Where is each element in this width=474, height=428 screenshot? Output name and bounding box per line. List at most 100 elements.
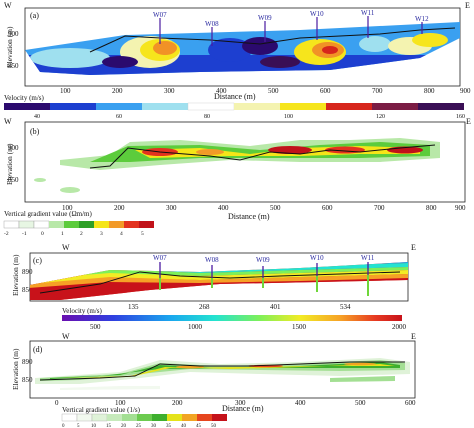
svg-text:400: 400	[295, 399, 306, 407]
panel-c-xticks: 135 268 401 534	[128, 303, 351, 311]
svg-text:300: 300	[166, 204, 177, 212]
panel-d-colorbar-label: Vertical gradient value (1/s)	[62, 406, 141, 414]
svg-text:5: 5	[77, 424, 80, 428]
panel-c-colorbar-label: Velocity (m/s)	[62, 307, 103, 315]
panel-b-colorbar-label: Vertical gradient value (Ωm/m)	[4, 210, 92, 218]
panel-c-well-w10: W10	[310, 254, 324, 262]
panel-d-surface-line	[39, 361, 405, 381]
svg-text:600: 600	[322, 204, 333, 212]
svg-text:401: 401	[270, 303, 281, 311]
svg-text:600: 600	[320, 87, 331, 95]
panel-d-colorbar	[61, 413, 227, 422]
svg-text:800: 800	[424, 87, 435, 95]
panel-c-colorbar-ticks: 500 1000 1500 2000	[90, 323, 407, 331]
svg-text:900: 900	[455, 204, 466, 212]
svg-text:4: 4	[120, 231, 123, 237]
svg-text:80: 80	[204, 114, 210, 120]
svg-text:100: 100	[284, 114, 293, 120]
svg-text:500: 500	[355, 399, 366, 407]
panel-a-ytick-900: 900	[8, 30, 19, 38]
panel-a-well-w10: W10	[310, 10, 324, 18]
panel-d: (d) W E Elevation (m) 890 850 0 100 200 …	[11, 332, 416, 428]
panel-a-ytick-850: 850	[8, 62, 19, 70]
panel-a-wells: W07 W08 W09 W10 W11 W12	[153, 9, 429, 46]
panel-a: (a) W E Elevation (m) 900 850	[4, 1, 471, 120]
svg-text:5: 5	[141, 231, 144, 237]
svg-text:268: 268	[199, 303, 210, 311]
panel-a-label: (a)	[30, 11, 39, 20]
svg-text:3: 3	[100, 231, 103, 237]
svg-text:2: 2	[80, 231, 83, 237]
panel-d-xticks: 0 100 200 300 400 500 600	[55, 399, 416, 407]
panel-b-xticks: 100 200 300 400 500 600 700 800 900	[62, 204, 466, 212]
svg-text:200: 200	[114, 204, 125, 212]
svg-text:50: 50	[211, 424, 217, 428]
svg-text:40: 40	[181, 424, 187, 428]
panel-b-colorbar	[3, 220, 154, 229]
svg-text:500: 500	[90, 323, 101, 331]
svg-text:200: 200	[172, 399, 183, 407]
panel-c: (c) W E Elevation (m) 890 850 W07 W08 W0…	[11, 243, 416, 331]
panel-c-corner-w: W	[62, 243, 70, 252]
svg-text:1000: 1000	[188, 323, 203, 331]
svg-text:500: 500	[268, 87, 279, 95]
panel-a-surface-line	[89, 27, 456, 53]
panel-a-colorbar	[4, 102, 464, 111]
panel-d-ytick-850: 850	[22, 376, 33, 384]
svg-text:200: 200	[112, 87, 123, 95]
svg-text:135: 135	[128, 303, 139, 311]
panel-c-surface-line	[39, 271, 401, 294]
panel-a-ylabel: Elevation (m)	[5, 26, 14, 68]
svg-text:15: 15	[106, 424, 112, 428]
panel-b-colorbar-ticks: -2 -1 0 1 2 3 4 5	[4, 231, 144, 237]
panel-b: (b) W E Elevation (m) 900 850 100 200 30…	[3, 117, 471, 237]
panel-c-well-w07: W07	[153, 254, 167, 262]
panel-d-corner-e: E	[411, 332, 416, 341]
svg-text:0: 0	[62, 424, 65, 428]
svg-text:40: 40	[34, 114, 40, 120]
svg-text:30: 30	[151, 424, 157, 428]
panel-c-wells: W07 W08 W09 W10 W11	[153, 254, 375, 296]
svg-text:700: 700	[372, 87, 383, 95]
panel-a-colorbar-label: Velocity (m/s)	[4, 94, 45, 102]
svg-text:100: 100	[60, 87, 71, 95]
svg-text:600: 600	[405, 399, 416, 407]
svg-text:0: 0	[41, 231, 44, 237]
panel-c-ytick-890: 890	[22, 268, 33, 276]
panel-c-colorbar	[62, 315, 402, 321]
panel-b-ytick-900: 900	[8, 144, 19, 152]
svg-text:800: 800	[426, 204, 437, 212]
panel-a-xticks: 100 200 300 400 500 600 700 800 900	[60, 87, 471, 95]
panel-c-well-w08: W08	[205, 256, 219, 264]
panel-c-ylabel: Elevation (m)	[11, 254, 20, 296]
svg-text:100: 100	[115, 399, 126, 407]
panel-c-corner-e: E	[411, 243, 416, 252]
svg-text:-1: -1	[22, 231, 27, 237]
svg-text:10: 10	[91, 424, 97, 428]
svg-text:400: 400	[216, 87, 227, 95]
svg-text:900: 900	[460, 87, 471, 95]
panel-b-corner-w: W	[4, 117, 12, 126]
svg-text:300: 300	[235, 399, 246, 407]
svg-text:300: 300	[164, 87, 175, 95]
panel-a-xlabel: Distance (m)	[214, 92, 256, 101]
svg-text:-2: -2	[4, 231, 9, 237]
panel-a-well-w11: W11	[361, 9, 375, 17]
panel-c-well-w09: W09	[256, 256, 270, 264]
panel-b-ylabel: Elevation (m)	[5, 143, 14, 185]
panel-a-well-w07: W07	[153, 11, 167, 19]
panel-d-label: (d)	[33, 345, 43, 354]
svg-text:20: 20	[121, 424, 127, 428]
svg-text:534: 534	[340, 303, 351, 311]
svg-text:35: 35	[166, 424, 172, 428]
panel-c-well-w11: W11	[361, 254, 375, 262]
svg-text:1500: 1500	[292, 323, 307, 331]
panel-d-xlabel: Distance (m)	[222, 404, 264, 413]
svg-text:45: 45	[196, 424, 202, 428]
panel-b-label: (b)	[30, 127, 40, 136]
panel-a-colorbar-ticks: 40 60 80 100 120 160	[34, 114, 465, 120]
svg-text:160: 160	[456, 114, 465, 120]
svg-text:100: 100	[62, 204, 73, 212]
panel-b-surface-line	[89, 144, 436, 169]
panel-a-corner-w: W	[4, 1, 12, 10]
